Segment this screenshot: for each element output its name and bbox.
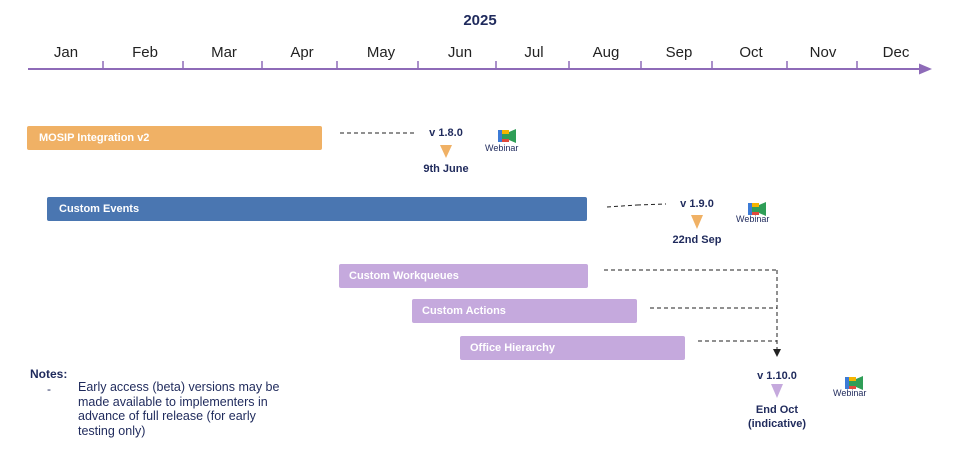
milestone-date-3-line2: (indicative) xyxy=(747,418,807,430)
bar-office-hierarchy: Office Hierarchy xyxy=(460,336,685,360)
milestone-marker-1 xyxy=(440,145,452,158)
webinar-icon-2 xyxy=(748,202,766,216)
month-label-feb: Feb xyxy=(132,44,158,61)
month-label-jul: Jul xyxy=(524,44,544,61)
webinar-label-3: Webinar xyxy=(833,388,867,398)
webinar-icon-1 xyxy=(498,129,516,143)
month-label-jan: Jan xyxy=(53,44,79,61)
webinar-icon-3 xyxy=(845,376,863,390)
month-label-nov: Nov xyxy=(809,44,837,61)
milestone-version-1: v 1.8.0 xyxy=(429,127,463,139)
connector-arrowhead xyxy=(773,349,781,357)
month-label-jun: Jun xyxy=(447,44,473,61)
year-title: 2025 xyxy=(463,12,497,29)
month-label-aug: Aug xyxy=(592,44,620,61)
month-label-mar: Mar xyxy=(211,44,237,61)
month-label-oct: Oct xyxy=(739,44,763,61)
timeline-arrowhead xyxy=(919,63,932,75)
notes-text: Early access (beta) versions may be made… xyxy=(78,380,280,438)
notes-bullet: - xyxy=(47,382,51,396)
milestone-marker-3 xyxy=(771,384,783,398)
milestone-version-2: v 1.9.0 xyxy=(680,198,714,210)
month-label-may: May xyxy=(366,44,396,61)
milestone-date-2: 22nd Sep xyxy=(672,234,722,246)
bar-custom-events: Custom Events xyxy=(47,197,587,221)
bar-custom-actions: Custom Actions xyxy=(412,299,637,323)
milestone-date-3-line1: End Oct xyxy=(755,404,799,416)
month-ticks xyxy=(102,61,858,69)
bar-custom-workqueues: Custom Workqueues xyxy=(339,264,588,288)
milestone-date-1: 9th June xyxy=(423,163,469,175)
webinar-label-1: Webinar xyxy=(485,143,519,153)
dashed-connectors xyxy=(340,132,778,350)
bar-mosip-integration: MOSIP Integration v2 xyxy=(27,126,322,150)
milestone-marker-2 xyxy=(691,215,703,229)
month-label-dec: Dec xyxy=(882,44,910,61)
milestone-version-3: v 1.10.0 xyxy=(757,370,797,382)
month-label-apr: Apr xyxy=(290,44,314,61)
month-label-sep: Sep xyxy=(665,44,693,61)
webinar-label-2: Webinar xyxy=(736,214,770,224)
notes-title: Notes: xyxy=(30,367,68,381)
